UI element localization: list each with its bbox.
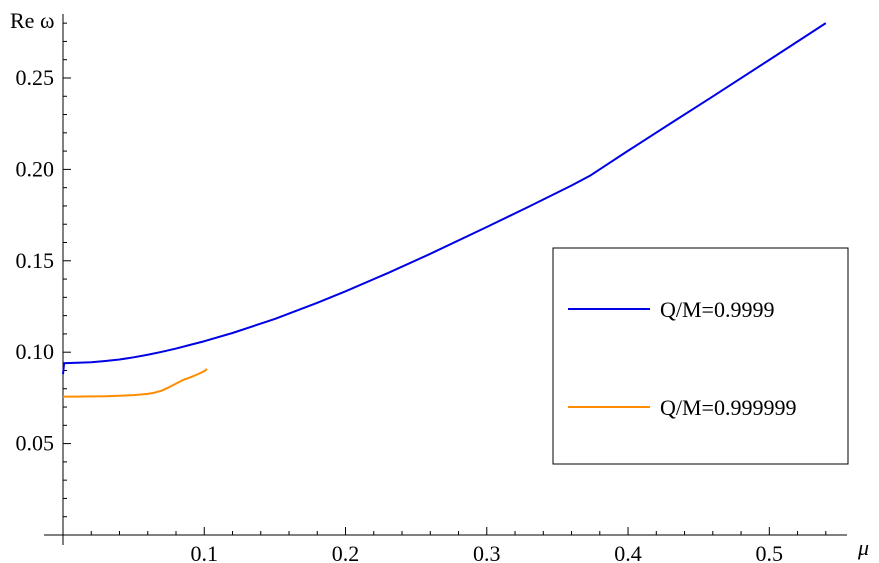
- axis-ticks: [63, 22, 827, 535]
- y-tick-label: 0.05: [16, 431, 55, 456]
- x-tick-label: 0.4: [614, 541, 642, 563]
- series-lines: [62, 22, 827, 398]
- x-tick-label: 0.5: [756, 541, 784, 563]
- legend-box: [552, 247, 849, 465]
- x-tick-label: 0.2: [332, 541, 360, 563]
- legend: Q/M=0.9999 Q/M=0.999999: [552, 247, 849, 465]
- y-tick-label: 0.25: [16, 65, 55, 90]
- y-tick-label: 0.20: [16, 156, 55, 181]
- x-tick-label: 0.1: [191, 541, 219, 563]
- legend-label-series-1: Q/M=0.9999: [660, 297, 774, 322]
- x-tick-label: 0.3: [473, 541, 501, 563]
- y-tick-label: 0.10: [16, 339, 55, 364]
- tick-labels: 0.1 0.2 0.3 0.4 0.5 0.05 0.10 0.15 0.20 0.25: [16, 65, 784, 563]
- series-line-2: [63, 368, 208, 398]
- x-axis-label: μ: [857, 535, 869, 560]
- legend-label-series-2: Q/M=0.999999: [660, 395, 796, 420]
- y-axis-label: Re ω: [10, 8, 54, 33]
- y-tick-label: 0.15: [16, 248, 55, 273]
- series-line-1: [62, 22, 827, 375]
